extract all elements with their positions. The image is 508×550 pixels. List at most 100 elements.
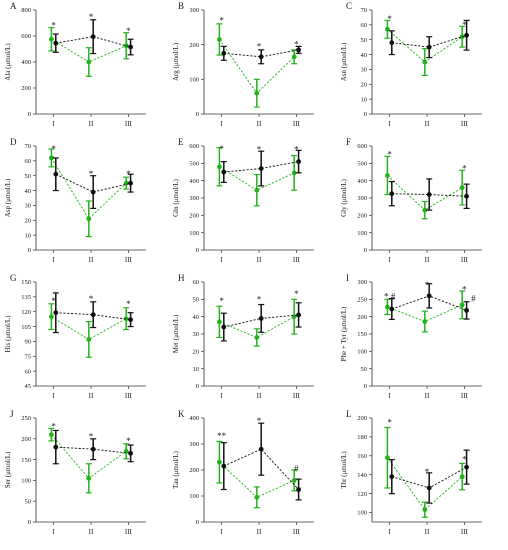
data-point bbox=[296, 487, 301, 492]
x-tick-label: I bbox=[220, 528, 223, 536]
x-tick-label: II bbox=[257, 392, 262, 400]
data-point bbox=[426, 293, 432, 299]
data-point bbox=[86, 337, 92, 342]
series-line bbox=[223, 448, 299, 490]
significance-marker: * bbox=[219, 296, 224, 306]
x-tick-label: I bbox=[220, 256, 223, 264]
panel-letter: E bbox=[178, 137, 184, 147]
data-point bbox=[459, 474, 465, 480]
significance-marker: * bbox=[257, 144, 262, 154]
x-tick-label: II bbox=[425, 528, 430, 536]
data-point bbox=[422, 319, 428, 324]
y-tick-label: 60 bbox=[361, 22, 368, 29]
series-line bbox=[219, 316, 295, 338]
data-point bbox=[389, 191, 395, 197]
y-tick-label: 200 bbox=[357, 415, 367, 422]
data-point bbox=[221, 324, 227, 330]
data-point bbox=[291, 170, 297, 176]
data-point bbox=[426, 44, 432, 50]
data-point bbox=[49, 36, 54, 42]
y-tick-label: 50 bbox=[361, 37, 368, 44]
y-tick-label: 50 bbox=[361, 366, 368, 373]
data-point bbox=[258, 446, 264, 452]
y-tick-label: 30 bbox=[361, 67, 368, 74]
series-line bbox=[391, 193, 467, 197]
y-axis-label: Met (μmol/L) bbox=[172, 314, 180, 353]
x-tick-label: I bbox=[388, 256, 391, 264]
significance-marker: * bbox=[387, 150, 392, 160]
y-tick-label: 200 bbox=[189, 42, 199, 49]
data-point bbox=[53, 310, 59, 316]
significance-marker: * bbox=[257, 294, 262, 304]
data-point bbox=[258, 316, 264, 321]
data-point bbox=[459, 302, 465, 308]
data-point bbox=[49, 314, 54, 320]
y-tick-label: 0 bbox=[28, 111, 31, 118]
y-tick-label: 150 bbox=[357, 331, 367, 338]
y-tick-label: 100 bbox=[357, 510, 367, 517]
significance-marker: * bbox=[89, 432, 94, 442]
panel-letter: A bbox=[10, 1, 17, 11]
x-tick-label: II bbox=[257, 528, 262, 536]
significance-marker: * bbox=[51, 421, 56, 431]
y-tick-label: 100 bbox=[357, 230, 367, 237]
data-point bbox=[464, 464, 469, 470]
panel-letter: L bbox=[346, 409, 352, 419]
significance-marker: * bbox=[51, 296, 56, 306]
y-tick-label: 0 bbox=[196, 111, 199, 118]
significance-marker: * bbox=[462, 455, 467, 465]
data-point bbox=[254, 90, 260, 96]
y-tick-label: 100 bbox=[21, 478, 31, 485]
data-point bbox=[49, 155, 54, 161]
panel-letter: C bbox=[346, 1, 352, 11]
significance-marker: * bbox=[257, 41, 262, 51]
significance-marker: * bbox=[387, 14, 392, 24]
data-point bbox=[254, 187, 260, 193]
significance-marker: * # bbox=[384, 292, 396, 302]
y-tick-label: 400 bbox=[189, 415, 199, 422]
y-tick-label: 50 bbox=[25, 173, 32, 180]
y-tick-label: 0 bbox=[364, 111, 367, 118]
series-line bbox=[223, 161, 299, 173]
panel-letter: J bbox=[10, 409, 14, 419]
data-point bbox=[217, 37, 222, 42]
data-point bbox=[53, 40, 59, 46]
y-tick-label: 30 bbox=[193, 331, 200, 338]
data-point bbox=[258, 166, 264, 171]
data-point bbox=[254, 494, 260, 500]
y-tick-label: 180 bbox=[357, 434, 367, 441]
x-tick-label: I bbox=[388, 528, 391, 536]
y-axis-label: Phe + Tyr (μmol/L) bbox=[340, 306, 348, 361]
significance-marker: * bbox=[294, 144, 299, 154]
y-tick-label: 0 bbox=[28, 519, 31, 526]
data-point bbox=[422, 507, 428, 513]
x-tick-label: I bbox=[52, 392, 55, 400]
y-tick-label: 60 bbox=[25, 158, 32, 165]
x-tick-label: II bbox=[257, 256, 262, 264]
x-tick-label: I bbox=[52, 120, 55, 128]
y-tick-label: 600 bbox=[21, 33, 31, 40]
data-point bbox=[217, 164, 222, 170]
data-point bbox=[296, 47, 301, 53]
data-point bbox=[221, 169, 227, 175]
significance-marker: * bbox=[257, 416, 262, 426]
panel-letter: K bbox=[178, 409, 185, 419]
data-point bbox=[426, 485, 432, 491]
y-tick-label: 70 bbox=[25, 143, 32, 150]
x-tick-label: I bbox=[220, 120, 223, 128]
x-tick-label: II bbox=[257, 120, 262, 128]
data-point bbox=[90, 312, 96, 318]
data-point bbox=[123, 43, 129, 49]
data-point bbox=[90, 189, 96, 195]
data-point bbox=[422, 207, 428, 213]
x-tick-label: III bbox=[461, 120, 469, 128]
data-point bbox=[291, 478, 297, 483]
y-tick-label: 120 bbox=[21, 309, 31, 316]
y-tick-label: 0 bbox=[28, 247, 31, 254]
y-tick-label: 60 bbox=[25, 368, 32, 375]
